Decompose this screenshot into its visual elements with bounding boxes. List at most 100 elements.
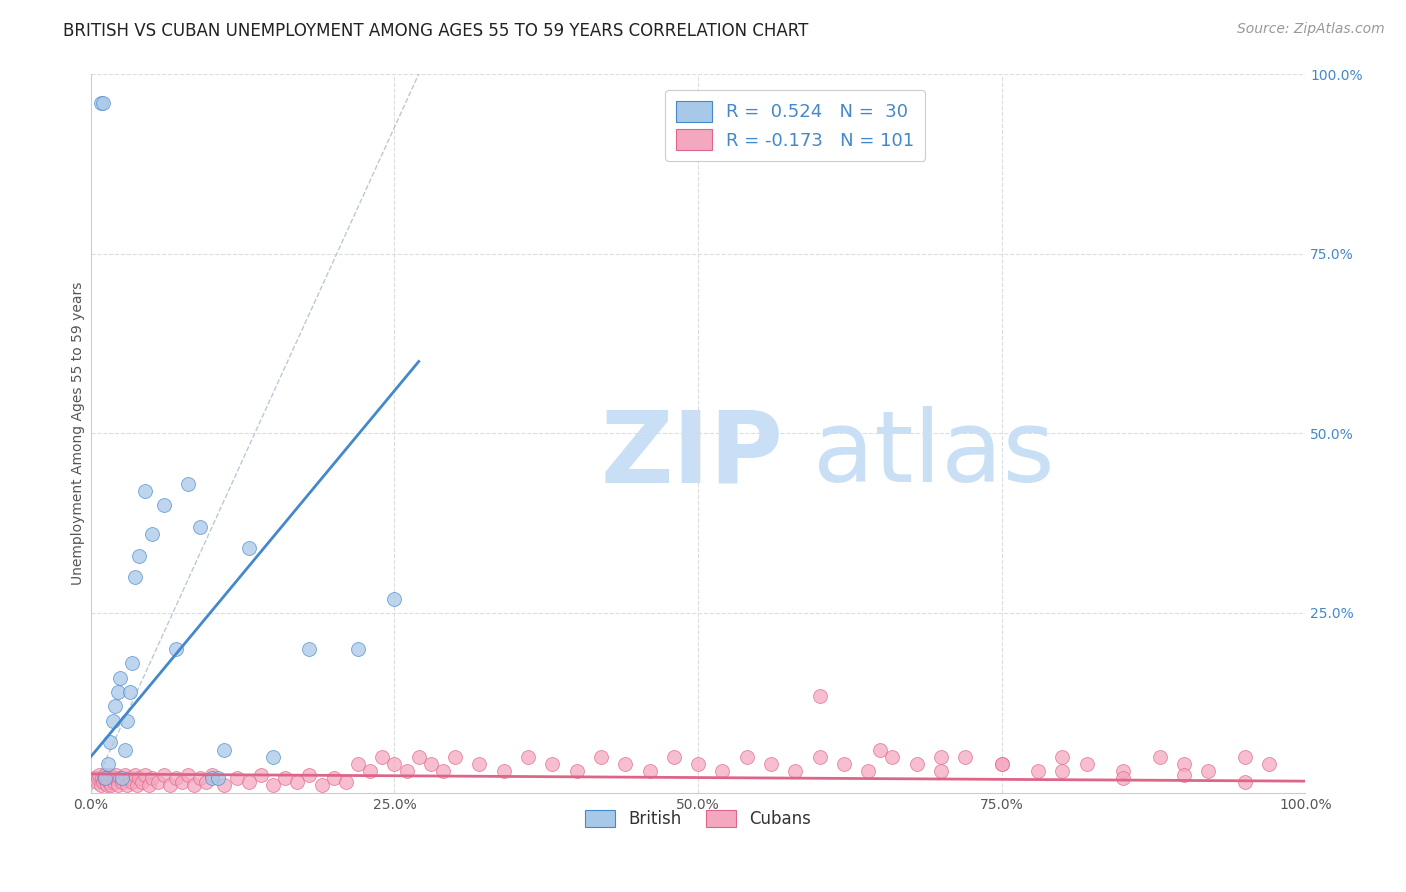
Point xyxy=(856,764,879,778)
Point xyxy=(1233,775,1256,789)
Point xyxy=(492,764,515,778)
Point xyxy=(195,775,218,789)
Point xyxy=(1052,764,1074,778)
Point xyxy=(869,742,891,756)
Point xyxy=(128,772,150,786)
Point xyxy=(444,749,467,764)
Point xyxy=(124,767,146,781)
Point xyxy=(1173,756,1195,771)
Point xyxy=(152,767,174,781)
Point xyxy=(111,772,134,786)
Point xyxy=(201,767,224,781)
Point xyxy=(183,779,205,793)
Point xyxy=(311,779,333,793)
Point xyxy=(105,767,128,781)
Point xyxy=(565,764,588,778)
Point xyxy=(395,764,418,778)
Point xyxy=(91,95,114,110)
Point xyxy=(359,764,381,778)
Point xyxy=(114,742,136,756)
Point xyxy=(1197,764,1219,778)
Point xyxy=(929,749,952,764)
Point xyxy=(115,714,138,728)
Point xyxy=(118,772,141,786)
Point xyxy=(98,775,121,789)
Point xyxy=(207,772,229,786)
Point xyxy=(384,756,406,771)
Text: Source: ZipAtlas.com: Source: ZipAtlas.com xyxy=(1237,22,1385,37)
Point xyxy=(121,657,143,671)
Point xyxy=(882,749,904,764)
Point xyxy=(121,775,143,789)
Point xyxy=(159,779,181,793)
Point xyxy=(1233,749,1256,764)
Point xyxy=(165,772,187,786)
Point xyxy=(589,749,612,764)
Point xyxy=(322,772,344,786)
Point xyxy=(1076,756,1098,771)
Point xyxy=(408,749,430,764)
Point xyxy=(177,476,200,491)
Point xyxy=(214,779,236,793)
Point xyxy=(152,498,174,512)
Point xyxy=(735,749,758,764)
Point xyxy=(298,641,321,656)
Point xyxy=(97,772,120,786)
Point xyxy=(134,483,156,498)
Text: atlas: atlas xyxy=(814,407,1054,503)
Point xyxy=(201,772,224,786)
Point xyxy=(188,772,211,786)
Point xyxy=(134,767,156,781)
Point xyxy=(94,767,117,781)
Point xyxy=(98,735,121,749)
Point xyxy=(104,772,127,786)
Point xyxy=(285,775,308,789)
Point xyxy=(141,772,163,786)
Point xyxy=(104,699,127,714)
Point xyxy=(108,772,131,786)
Point xyxy=(990,756,1012,771)
Point xyxy=(83,772,105,786)
Point xyxy=(711,764,734,778)
Point xyxy=(1149,749,1171,764)
Point xyxy=(103,775,125,789)
Point xyxy=(125,779,148,793)
Point xyxy=(188,520,211,534)
Point xyxy=(905,756,928,771)
Point xyxy=(419,756,441,771)
Point xyxy=(89,779,111,793)
Point xyxy=(114,767,136,781)
Point xyxy=(929,764,952,778)
Point xyxy=(238,775,260,789)
Point xyxy=(688,756,710,771)
Point xyxy=(250,767,273,781)
Point xyxy=(225,772,247,786)
Point xyxy=(138,779,160,793)
Point xyxy=(141,527,163,541)
Point xyxy=(517,749,540,764)
Point xyxy=(1258,756,1281,771)
Point xyxy=(91,775,114,789)
Point xyxy=(107,685,129,699)
Point xyxy=(759,756,782,771)
Point xyxy=(347,756,370,771)
Point xyxy=(214,742,236,756)
Point xyxy=(107,779,129,793)
Point xyxy=(111,775,134,789)
Point xyxy=(347,641,370,656)
Point xyxy=(662,749,685,764)
Point xyxy=(146,775,169,789)
Point xyxy=(371,749,394,764)
Point xyxy=(432,764,454,778)
Point xyxy=(238,541,260,556)
Point xyxy=(614,756,637,771)
Point xyxy=(990,756,1012,771)
Point xyxy=(124,570,146,584)
Point xyxy=(468,756,491,771)
Point xyxy=(100,779,122,793)
Point xyxy=(131,775,153,789)
Point xyxy=(89,767,111,781)
Point xyxy=(165,641,187,656)
Point xyxy=(1173,767,1195,781)
Point xyxy=(1052,749,1074,764)
